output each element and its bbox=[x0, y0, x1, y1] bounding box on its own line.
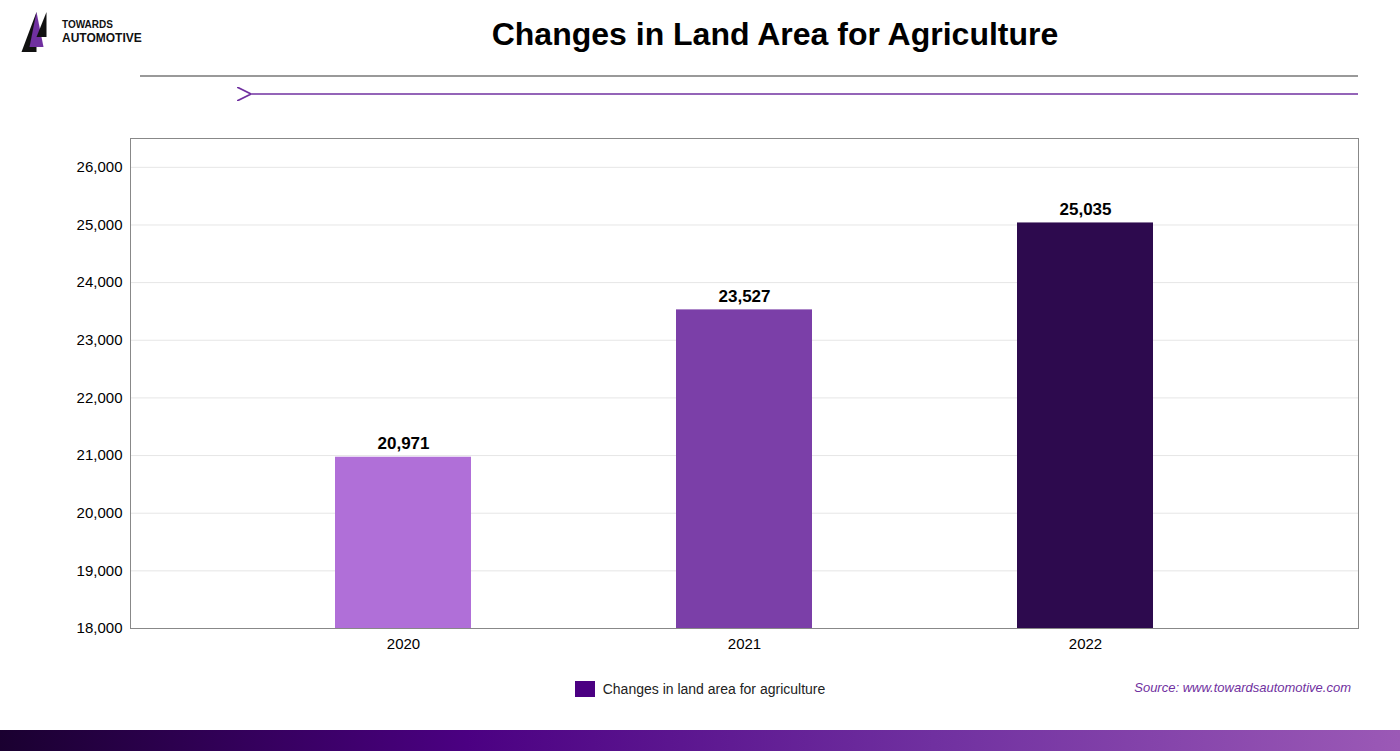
html-text:Source: www.towardsautomotive.: Source: www.towardsautomotive.com bbox=[1134, 680, 1351, 695]
svg-text:20,000: 20,000 bbox=[77, 504, 123, 521]
svg-text:22,000: 22,000 bbox=[77, 389, 123, 406]
svg-text:24,000: 24,000 bbox=[77, 273, 123, 290]
svg-text:19,000: 19,000 bbox=[77, 562, 123, 579]
svg-text:2020: 2020 bbox=[387, 635, 420, 652]
svg-text:18,000: 18,000 bbox=[77, 619, 123, 636]
svg-text:26,000: 26,000 bbox=[77, 158, 123, 175]
svg-text:25,000: 25,000 bbox=[77, 216, 123, 233]
svg-text:2022: 2022 bbox=[1069, 635, 1102, 652]
html-text:AUTOMOTIVE: AUTOMOTIVE bbox=[62, 31, 142, 45]
svg-text:20,971: 20,971 bbox=[378, 434, 430, 453]
svg-text:25,035: 25,035 bbox=[1060, 200, 1112, 219]
svg-text:2021: 2021 bbox=[728, 635, 761, 652]
svg-text:23,527: 23,527 bbox=[719, 287, 771, 306]
html-text:Changes in land area for agric: Changes in land area for agriculture bbox=[602, 681, 826, 697]
html-text:Changes in Land Area for Agric: Changes in Land Area for Agriculture bbox=[491, 16, 1059, 52]
svg-text:21,000: 21,000 bbox=[77, 446, 123, 463]
svg-text:23,000: 23,000 bbox=[77, 331, 123, 348]
html-text:TOWARDS: TOWARDS bbox=[62, 19, 113, 30]
